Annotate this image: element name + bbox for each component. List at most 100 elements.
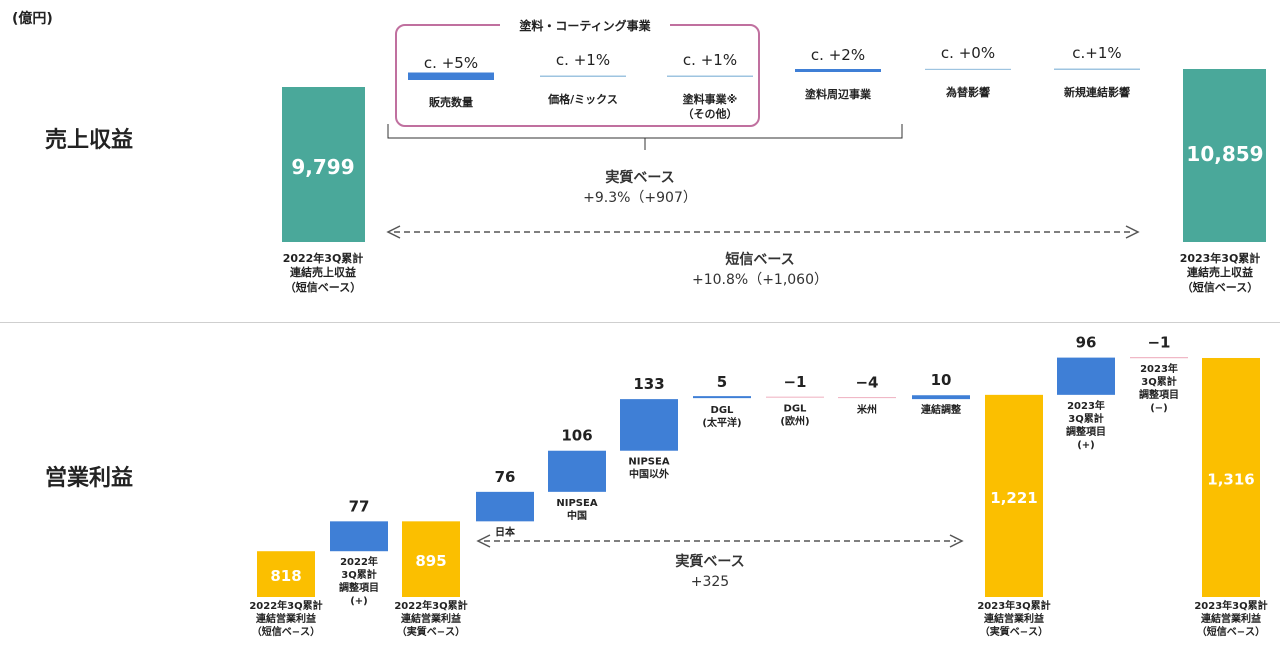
profit-label-5: NIPSEA	[628, 457, 669, 468]
profit-label-1: (+)	[350, 596, 368, 607]
revenue-item-bar	[667, 75, 753, 77]
revenue-item-label: 塗料事業※	[683, 92, 738, 106]
revenue-item-label: 新規連結影響	[1064, 85, 1130, 99]
profit-bar-1	[330, 521, 388, 552]
revenue-item-bar	[408, 72, 494, 80]
profit-label-6: (太平洋)	[702, 416, 741, 429]
profit-label-6: DGL	[711, 405, 735, 416]
revenue-end-label: 2023年3Q累計 連結売上収益 （短信ベース）	[1179, 252, 1261, 294]
profit-value-1: 77	[349, 497, 370, 515]
profit-value-2: 895	[415, 552, 446, 570]
profit-value-5: 133	[633, 375, 664, 393]
profit-value-13: 1,316	[1207, 470, 1254, 488]
revenue-item-value: c. +2%	[811, 46, 865, 64]
profit-label-10: 連結営業利益	[984, 612, 1044, 625]
profit-bar-10	[985, 394, 1043, 597]
profit-label-4: NIPSEA	[556, 498, 597, 509]
revenue-item-label: 為替影響	[946, 85, 990, 99]
revenue-tanshin-label: 短信ベース	[725, 252, 795, 268]
coatings-group-title: 塗料・コーティング事業	[500, 17, 670, 34]
profit-value-0: 818	[270, 567, 301, 585]
revenue-base-value: +9.3%（+907）	[583, 190, 697, 207]
profit-label-12: (−)	[1150, 403, 1168, 414]
profit-bar-3	[476, 491, 534, 522]
profit-label-12: 3Q累計	[1141, 375, 1176, 388]
profit-value-8: −4	[855, 374, 878, 392]
revenue-bracket	[387, 124, 903, 150]
profit-label-0: 連結営業利益	[256, 612, 316, 625]
profit-bar-2	[402, 521, 460, 597]
revenue-item-value: c.+1%	[1072, 44, 1121, 62]
profit-value-7: −1	[783, 373, 806, 391]
profit-label-3: 日本	[495, 525, 516, 538]
profit-value-3: 76	[495, 468, 516, 486]
revenue-item-value: c. +5%	[424, 54, 478, 72]
profit-label-12: 調整項目	[1139, 388, 1179, 401]
profit-value-10: 1,221	[990, 489, 1037, 507]
revenue-item-label: 塗料周辺事業	[805, 87, 872, 101]
revenue-item-bar	[540, 75, 626, 77]
profit-label-7: DGL	[784, 404, 808, 415]
profit-value-12: −1	[1147, 334, 1170, 352]
revenue-item-bar	[795, 69, 881, 72]
profit-value-6: 5	[717, 373, 727, 391]
profit-jisshitsu-note: 実質ベース +325	[630, 552, 790, 593]
profit-label-1: 2022年	[340, 555, 378, 568]
revenue-start-label: 2022年3Q累計 連結売上収益 （短信ベース）	[282, 252, 364, 294]
profit-base-label: 実質ベース	[675, 554, 745, 570]
profit-value-11: 96	[1076, 334, 1097, 352]
profit-label-2: （実質ベ−ス）	[397, 625, 465, 638]
profit-label-11: 2023年	[1067, 399, 1105, 412]
profit-label-1: 3Q累計	[341, 568, 376, 581]
profit-bar-0	[257, 551, 315, 597]
profit-base-value: +325	[690, 574, 730, 591]
profit-label-11: (+)	[1077, 440, 1095, 451]
section-divider	[0, 322, 1280, 323]
revenue-base-label: 実質ベース	[605, 170, 675, 186]
profit-label-8: 米州	[857, 403, 877, 416]
revenue-item-value: c. +1%	[683, 51, 737, 69]
revenue-end-value: 10,859	[1186, 142, 1263, 166]
profit-label-11: 調整項目	[1066, 425, 1106, 438]
profit-bar-4	[548, 450, 606, 492]
profit-label-7: (欧州)	[780, 415, 809, 428]
revenue-item-bar	[925, 68, 1011, 70]
profit-label-5: 中国以外	[629, 468, 669, 481]
profit-label-13: （短信ベ−ス）	[1197, 625, 1265, 638]
profit-bar-5	[620, 399, 678, 451]
revenue-start-value: 9,799	[291, 155, 354, 179]
profit-jisshitsu-arrow-head-right	[949, 534, 964, 548]
profit-label-13: 連結営業利益	[1201, 612, 1261, 625]
revenue-section-label: 売上収益	[45, 128, 134, 153]
profit-label-10: （実質ベ−ス）	[980, 625, 1048, 638]
revenue-tanshin-arrow-head-left	[386, 225, 401, 239]
revenue-item-bar	[1054, 68, 1140, 70]
revenue-tanshin-arrow-head-right	[1125, 225, 1140, 239]
revenue-item-label: 販売数量	[429, 95, 473, 109]
profit-label-0: （短信ベ−ス）	[252, 625, 320, 638]
profit-bar-13	[1202, 357, 1260, 597]
profit-section-label: 営業利益	[45, 466, 134, 491]
revenue-tanshin-value: +10.8%（+1,060）	[691, 272, 828, 289]
revenue-tanshin-note: 短信ベース +10.8%（+1,060）	[640, 250, 880, 291]
profit-label-10: 2023年3Q累計	[977, 599, 1050, 612]
revenue-jisshitsu-note: 実質ベース +9.3%（+907）	[540, 168, 740, 209]
profit-label-2: 2022年3Q累計	[394, 599, 467, 612]
profit-jisshitsu-arrow-head-left	[476, 534, 491, 548]
profit-label-2: 連結営業利益	[401, 612, 461, 625]
profit-label-4: 中国	[567, 509, 587, 522]
revenue-item-label: （その他）	[683, 106, 738, 120]
profit-label-11: 3Q累計	[1068, 412, 1103, 425]
revenue-start-bar	[282, 87, 365, 242]
profit-value-4: 106	[561, 427, 592, 445]
profit-label-0: 2022年3Q累計	[249, 599, 322, 612]
profit-label-1: 調整項目	[339, 581, 379, 594]
revenue-item-label: 価格/ミックス	[547, 92, 618, 106]
profit-label-9: 連結調整	[921, 403, 961, 416]
revenue-item-value: c. +0%	[941, 44, 995, 62]
profit-bar-11	[1057, 357, 1115, 395]
revenue-item-value: c. +1%	[556, 51, 610, 69]
unit-label: (億円)	[12, 11, 53, 27]
profit-label-12: 2023年	[1140, 362, 1178, 375]
